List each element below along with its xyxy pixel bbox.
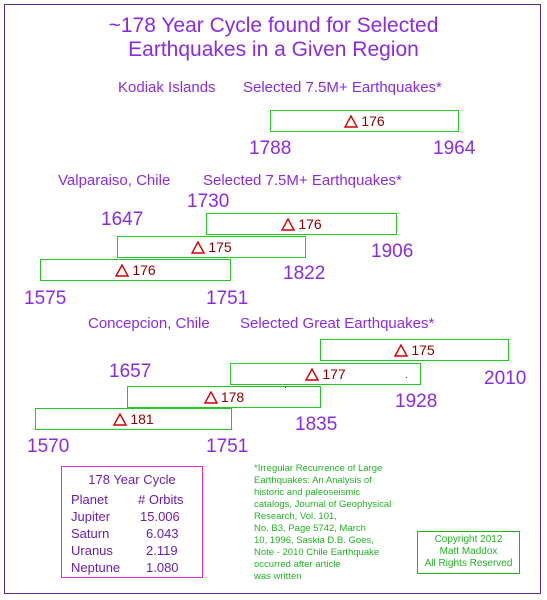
triangle-icon bbox=[113, 412, 128, 426]
label-valparaiso: Selected 7.5M+ Earthquakes* bbox=[203, 172, 402, 189]
year-end: 1751 bbox=[206, 288, 249, 309]
triangle-icon bbox=[281, 217, 296, 231]
legend-title: 178 Year Cycle bbox=[88, 472, 176, 487]
triangle-icon bbox=[305, 367, 320, 381]
diagram-frame bbox=[4, 4, 541, 594]
copyright-box: Copyright 2012 Matt Maddox All Rights Re… bbox=[417, 531, 520, 574]
legend-planet: Uranus bbox=[71, 543, 113, 558]
reference-footnote: *Irregular Recurrence of Large Earthquak… bbox=[254, 463, 404, 583]
reference-line: 10, 1996, Saskia D.B. Goes, bbox=[254, 535, 374, 546]
reference-line: *Irregular Recurrence of Large bbox=[254, 463, 383, 474]
reference-line: Research, Vol. 101, bbox=[254, 511, 337, 522]
legend-orbits: 6.043 bbox=[146, 526, 179, 541]
legend-orbits: 1.080 bbox=[146, 560, 179, 575]
year-end: 1822 bbox=[283, 263, 326, 284]
year-start: 1730 bbox=[187, 191, 230, 212]
title-line-1: ~178 Year Cycle found for Selected bbox=[108, 14, 439, 37]
span-box-valparaiso-1730: 176 bbox=[206, 213, 397, 235]
reference-line: historic and paleoseismic bbox=[254, 487, 361, 498]
year-start: 1788 bbox=[249, 138, 292, 159]
year-end: 1906 bbox=[371, 241, 414, 262]
year-end: 1835 bbox=[295, 414, 338, 435]
region-concepcion: Concepcion, Chile bbox=[88, 315, 210, 332]
label-kodiak: Selected 7.5M+ Earthquakes* bbox=[243, 79, 442, 96]
span-box-concepcion-1835: 175 bbox=[320, 339, 509, 361]
copyright-line: Copyright 2012 bbox=[434, 534, 503, 545]
speck-dot bbox=[285, 387, 286, 388]
legend-col-planet: Planet bbox=[71, 492, 108, 507]
span-years: 177 bbox=[322, 366, 346, 382]
reference-line: was written bbox=[254, 571, 302, 582]
year-start: 1575 bbox=[24, 288, 67, 309]
title-line-2: Earthquakes in a Given Region bbox=[128, 38, 419, 61]
span-years: 181 bbox=[130, 411, 154, 427]
copyright-line: All Rights Reserved bbox=[424, 558, 513, 569]
year-start: 1570 bbox=[27, 436, 70, 457]
triangle-icon bbox=[203, 390, 218, 404]
legend-col-orbits: # Orbits bbox=[138, 492, 184, 507]
legend-planet: Neptune bbox=[71, 560, 121, 575]
year-end: 1751 bbox=[206, 436, 249, 457]
reference-line: Earthquakes: An Analysis of bbox=[254, 475, 372, 486]
span-box-concepcion-1657: 178 bbox=[127, 386, 321, 408]
span-box-valparaiso-1575: 176 bbox=[40, 259, 231, 281]
speck-dot bbox=[406, 377, 407, 378]
triangle-icon bbox=[191, 240, 206, 254]
reference-line: Note - 2010 Chile Earthquake bbox=[254, 547, 380, 558]
year-end: 1964 bbox=[433, 138, 476, 159]
label-concepcion: Selected Great Earthquakes* bbox=[240, 315, 435, 332]
legend-planet: Saturn bbox=[71, 526, 110, 541]
span-years: 178 bbox=[220, 389, 245, 405]
span-years: 176 bbox=[298, 216, 322, 232]
span-box-kodiak-1788: 176 bbox=[270, 110, 459, 132]
span-box-valparaiso-1647: 175 bbox=[117, 236, 306, 258]
legend-planet: Jupiter bbox=[71, 509, 111, 524]
year-end: 1928 bbox=[395, 391, 438, 412]
year-end: 2010 bbox=[484, 368, 527, 389]
year-start: 1647 bbox=[101, 209, 144, 230]
region-kodiak: Kodiak Islands bbox=[118, 79, 216, 96]
legend-orbits: 15.006 bbox=[140, 509, 180, 524]
span-box-concepcion-1570: 181 bbox=[35, 408, 232, 430]
triangle-icon bbox=[344, 114, 359, 128]
triangle-icon bbox=[394, 343, 409, 357]
reference-line: occurred after article bbox=[254, 559, 341, 570]
reference-line: No. B3, Page 5742, March bbox=[254, 523, 366, 534]
triangle-icon bbox=[115, 263, 130, 277]
region-valparaiso: Valparaiso, Chile bbox=[58, 172, 171, 189]
legend-orbits: 2.119 bbox=[146, 543, 178, 558]
span-box-concepcion-1751: 177 bbox=[230, 363, 421, 385]
year-start: 1657 bbox=[109, 361, 152, 382]
span-years: 176 bbox=[361, 113, 385, 129]
copyright-line: Matt Maddox bbox=[439, 546, 498, 557]
span-years: 175 bbox=[411, 342, 435, 358]
orbit-cycle-legend: 178 Year Cycle Planet # Orbits Jupiter 1… bbox=[61, 466, 203, 578]
span-years: 176 bbox=[132, 262, 156, 278]
reference-line: catalogs, Journal of Geophysical bbox=[254, 499, 392, 510]
span-years: 175 bbox=[208, 239, 232, 255]
